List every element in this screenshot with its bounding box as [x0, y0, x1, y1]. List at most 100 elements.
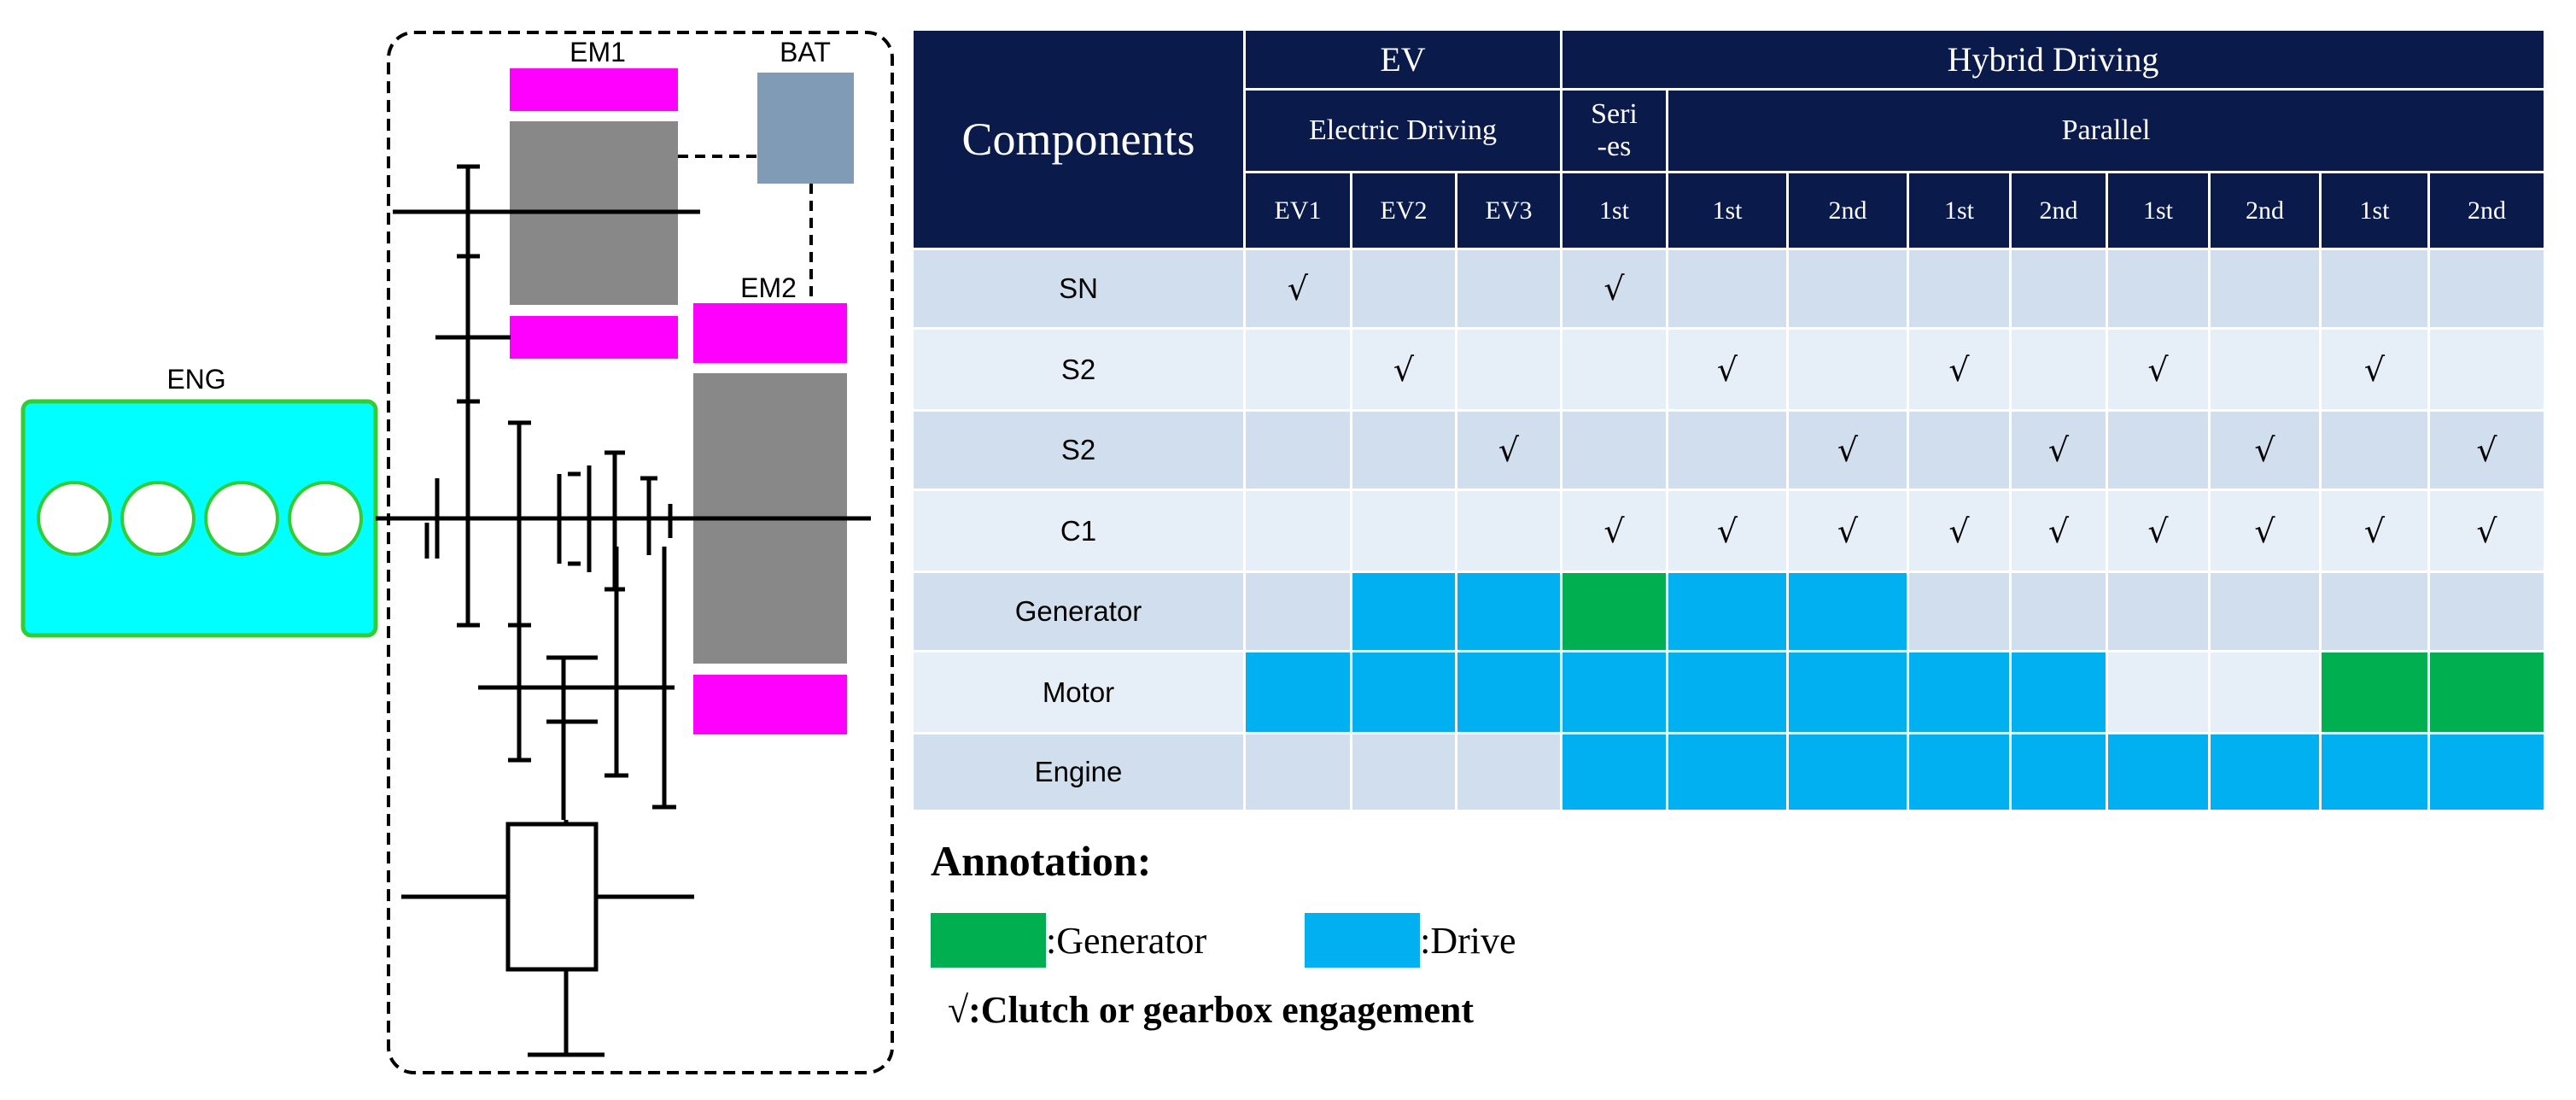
drive-cell — [2322, 734, 2427, 810]
table-cell: √ — [1909, 330, 2009, 409]
table-cell: √ — [1789, 491, 1907, 570]
table-cell: √ — [1563, 250, 1666, 327]
series-header: Seri -es — [1563, 91, 1666, 171]
generator-cell — [2322, 652, 2427, 732]
row-label: S2 — [914, 412, 1243, 489]
table-cell — [2322, 573, 2427, 650]
em1-label: EM1 — [570, 37, 626, 67]
drive-cell — [1789, 734, 1907, 810]
gear-header-cell: 2nd — [2430, 173, 2544, 248]
row-label: Motor — [914, 652, 1243, 732]
table-cell: √ — [2430, 491, 2544, 570]
row-label: SN — [914, 250, 1243, 327]
table-cell: √ — [1909, 491, 2009, 570]
table-cell: √ — [2211, 491, 2319, 570]
battery-label: BAT — [780, 37, 831, 67]
table-cell — [1909, 573, 2009, 650]
table-cell: √ — [1789, 412, 1907, 489]
table-cell: √ — [1246, 250, 1350, 327]
transmission-housing — [387, 31, 894, 1074]
table-cell — [2012, 250, 2106, 327]
table-cell — [2108, 250, 2208, 327]
gear-header-cell: 2nd — [2012, 173, 2106, 248]
table-row: Generator — [914, 573, 2544, 650]
gear-header-cell: 1st — [1909, 173, 2009, 248]
em1-stator-bottom — [510, 316, 678, 359]
annotation-title: Annotation: — [931, 837, 1152, 885]
table-cell — [1457, 491, 1560, 570]
gear-header-cell: 2nd — [2211, 173, 2319, 248]
table-cell — [1246, 330, 1350, 409]
table-row: Engine — [914, 734, 2544, 810]
electric-driving-header: Electric Driving — [1246, 91, 1560, 171]
table-cell — [2322, 412, 2427, 489]
engine-cylinder — [204, 481, 279, 556]
gear-header-cell: 1st — [1563, 173, 1666, 248]
drive-cell — [1246, 652, 1350, 732]
table-cell — [1457, 330, 1560, 409]
table-cell — [1352, 250, 1455, 327]
table-cell — [1909, 250, 2009, 327]
gear-header-cell: 1st — [2108, 173, 2208, 248]
generator-cell — [1563, 573, 1666, 650]
drive-swatch — [1305, 913, 1421, 968]
check-symbol: √ — [948, 989, 969, 1031]
table-cell: √ — [1668, 491, 1786, 570]
drive-cell — [1789, 652, 1907, 732]
generator-swatch — [931, 913, 1046, 968]
table-row: Motor — [914, 652, 2544, 732]
drive-cell — [1909, 652, 2009, 732]
table-cell: √ — [2322, 491, 2427, 570]
generator-cell — [2430, 652, 2544, 732]
table-cell — [1352, 491, 1455, 570]
table-cell: √ — [1563, 491, 1666, 570]
drive-legend-label: :Drive — [1420, 919, 1516, 962]
table-cell: √ — [1457, 412, 1560, 489]
drive-cell — [1457, 573, 1560, 650]
table-cell — [2211, 250, 2319, 327]
drive-cell — [2211, 734, 2319, 810]
table-cell — [2430, 250, 2544, 327]
table-cell — [1246, 573, 1350, 650]
table-cell — [1668, 412, 1786, 489]
engagement-legend: √:Clutch or gearbox engagement — [948, 988, 1516, 1032]
em2-stator-top — [693, 303, 847, 363]
row-label: C1 — [914, 491, 1243, 570]
engine-cylinder — [37, 481, 112, 556]
drive-cell — [1563, 734, 1666, 810]
drive-cell — [1668, 573, 1786, 650]
generator-legend-label: :Generator — [1046, 919, 1207, 962]
row-label: Engine — [914, 734, 1243, 810]
em1-stator-top — [510, 68, 678, 111]
table-cell — [1457, 250, 1560, 327]
engagement-legend-label: :Clutch or gearbox engagement — [968, 989, 1475, 1031]
em2-stator-bottom — [693, 675, 847, 734]
table-cell — [1563, 412, 1666, 489]
table-row: SN √ √ — [914, 250, 2544, 327]
table-cell — [1352, 412, 1455, 489]
table-cell — [2211, 652, 2319, 732]
table-cell — [1789, 250, 1907, 327]
row-label: Generator — [914, 573, 1243, 650]
row-label: S2 — [914, 330, 1243, 409]
components-header: Components — [914, 31, 1243, 248]
table-cell: √ — [2211, 412, 2319, 489]
engine-cylinder — [288, 481, 363, 556]
table-cell — [2012, 330, 2106, 409]
engine-label: ENG — [166, 364, 225, 395]
table-cell — [2108, 573, 2208, 650]
table-cell — [1246, 412, 1350, 489]
table-cell — [2322, 250, 2427, 327]
gear-header-cell: 1st — [1668, 173, 1786, 248]
powertrain-schematic: ENG EM1 BAT EM2 — [20, 31, 894, 1074]
table-cell: √ — [2012, 412, 2106, 489]
table-cell — [2108, 412, 2208, 489]
gear-train — [376, 164, 871, 1057]
battery-block — [757, 73, 854, 184]
gear-header-cell: EV2 — [1352, 173, 1455, 248]
table-cell — [1563, 330, 1666, 409]
table-row: S2 √ √ √ √ √ — [914, 330, 2544, 409]
table-row: S2 √ √ √ √ √ — [914, 412, 2544, 489]
gear-header-cell: 1st — [2322, 173, 2427, 248]
engine-cylinder — [120, 481, 196, 556]
